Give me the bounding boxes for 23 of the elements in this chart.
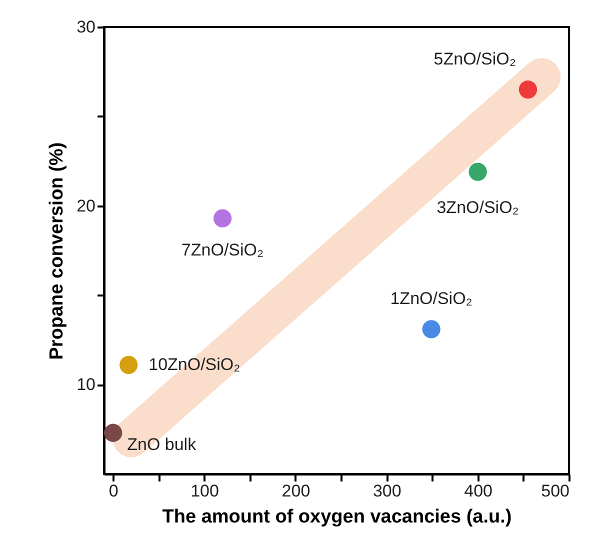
y-tick-label: 10	[76, 375, 96, 394]
series-label: ZnO bulk	[127, 434, 197, 454]
series-label: 5ZnO/SiO₂	[434, 50, 516, 69]
point	[422, 320, 440, 338]
y-tick-label: 30	[76, 18, 96, 36]
series-label: 7ZnO/SiO₂	[181, 240, 264, 260]
x-axis-title: The amount of oxygen vacancies (a.u.)	[162, 506, 512, 528]
point	[104, 424, 122, 442]
x-tick-label: 200	[282, 482, 310, 500]
x-tick-label: 0	[108, 482, 118, 500]
y-axis-title: Propane conversion (%)	[46, 142, 68, 360]
x-tick-label: 100	[190, 482, 219, 500]
x-tick-label: 400	[464, 482, 493, 500]
point	[213, 209, 232, 228]
series-label: 1ZnO/SiO₂	[390, 289, 472, 308]
y-tick-label: 20	[76, 196, 96, 216]
point	[120, 356, 138, 374]
x-tick-label: 500	[541, 482, 570, 500]
series-label: 10ZnO/SiO₂	[148, 354, 240, 374]
x-tick-label: 300	[372, 482, 402, 500]
point	[468, 162, 487, 181]
series-label: 3ZnO/SiO₂	[436, 198, 519, 217]
point	[518, 80, 538, 99]
